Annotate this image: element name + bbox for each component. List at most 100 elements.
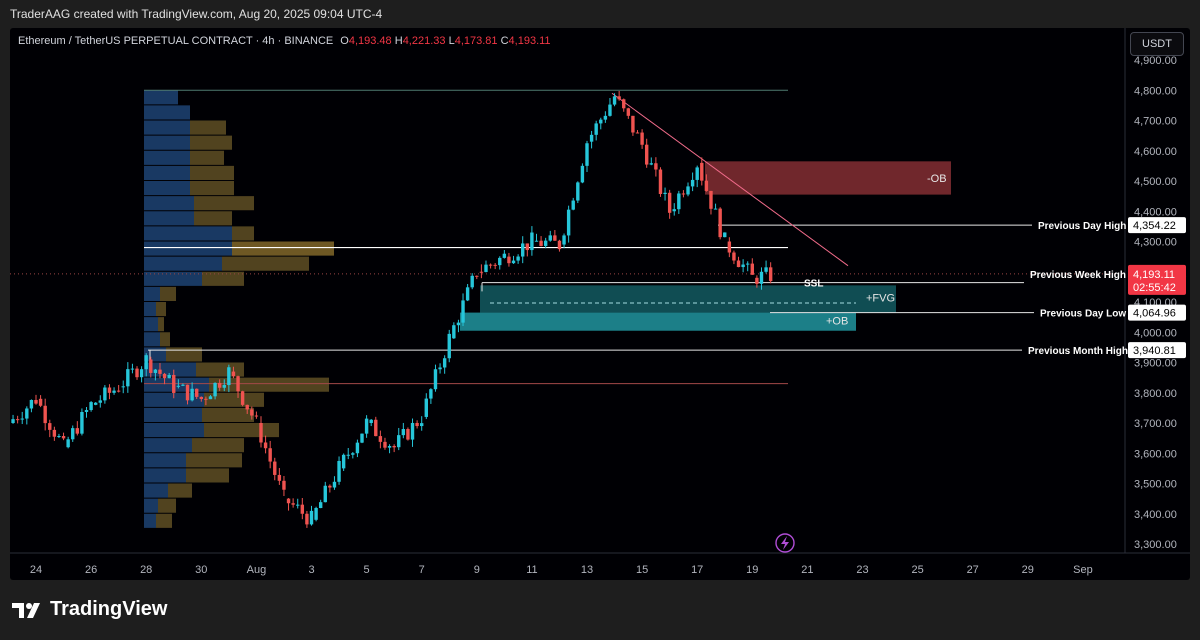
candle-body	[139, 369, 144, 378]
last-price-label: 4,193.11	[1133, 269, 1175, 281]
candle-body	[231, 371, 236, 377]
volume-profile-buy-bar	[144, 211, 194, 226]
price-tag-label: 4,064.96	[1133, 308, 1176, 320]
price-tag-bg	[1128, 304, 1186, 321]
candle-body	[498, 257, 502, 266]
level-label: Previous Week High	[1030, 270, 1126, 281]
candle-body	[479, 271, 484, 273]
candle-body	[273, 461, 277, 475]
candle-body	[318, 502, 323, 509]
candle-body	[713, 208, 718, 210]
candle-body	[470, 275, 474, 288]
volume-profile-sell-bar	[202, 407, 254, 422]
candle-body	[378, 436, 383, 442]
tradingview-logo-icon	[12, 602, 40, 618]
candle-body	[654, 163, 658, 170]
candle-body	[557, 240, 562, 250]
candle-body	[465, 287, 470, 301]
candle-body	[681, 193, 686, 195]
zone-label: +FVG	[866, 292, 895, 304]
candle-body	[291, 503, 295, 505]
candle-body	[649, 163, 653, 165]
credit-text: TraderAAG created with TradingView.com, …	[10, 7, 383, 21]
candle-body	[442, 358, 447, 368]
candle-body	[686, 186, 690, 195]
candle-body	[89, 402, 93, 411]
candle-body	[217, 382, 222, 388]
candle-body	[626, 108, 631, 116]
candle-body	[548, 235, 552, 241]
candle-body	[461, 300, 465, 323]
candle-body	[690, 179, 695, 187]
ohlc-values: O4,193.48 H4,221.33 L4,173.81 C4,193.11	[340, 35, 550, 47]
candle-body	[603, 115, 608, 120]
volume-profile-buy-bar	[144, 286, 160, 301]
candle-body	[48, 423, 52, 430]
candle-body	[121, 386, 125, 388]
volume-profile-sell-bar	[168, 483, 192, 498]
candle-body	[410, 422, 415, 440]
candle-body	[475, 275, 479, 277]
tradingview-logo[interactable]: TradingView	[12, 598, 167, 621]
currency-button[interactable]: USDT	[1130, 32, 1184, 56]
candle-body	[240, 391, 245, 405]
x-tick-label: 30	[195, 564, 207, 576]
candle-body	[355, 442, 360, 454]
level-label: Previous Month High	[1028, 346, 1128, 357]
candle-body	[553, 235, 557, 241]
y-tick-label: 4,400.00	[1134, 206, 1177, 218]
candle-body	[736, 260, 741, 268]
lightning-bolt-icon	[781, 536, 789, 550]
price-chart[interactable]: -OB +FVG +OB Previous Day High Previous Week…	[10, 28, 1190, 580]
candle-body	[181, 384, 185, 386]
candle-body	[571, 200, 575, 210]
price-tag-label: 3,940.81	[1133, 345, 1176, 357]
candle-body	[447, 333, 451, 359]
candle-body	[84, 410, 89, 412]
volume-profile-sell-bar	[186, 468, 229, 483]
volume-profile-sell-bar	[186, 453, 242, 468]
candle-body	[488, 264, 493, 266]
candle-body	[369, 419, 373, 423]
x-tick-label: 7	[419, 564, 425, 576]
candle-body	[383, 441, 387, 448]
candle-body	[158, 369, 162, 374]
candle-body	[135, 368, 139, 378]
volume-profile-sell-bar	[204, 392, 264, 407]
candle-body	[502, 253, 507, 258]
y-tick-label: 4,000.00	[1134, 327, 1177, 339]
candle-body	[199, 396, 203, 400]
candle-body	[631, 115, 635, 133]
candle-body	[66, 439, 70, 448]
candle-body	[34, 399, 38, 404]
candle-body	[750, 263, 754, 275]
y-tick-label: 4,900.00	[1134, 55, 1177, 67]
y-tick-label: 4,600.00	[1134, 146, 1177, 158]
volume-profile-buy-bar	[144, 513, 156, 528]
candle-body	[580, 165, 585, 183]
volume-profile-buy-bar	[144, 105, 190, 120]
candle-body	[438, 367, 442, 370]
candle-body	[493, 264, 497, 266]
open-value: 4,193.48	[348, 35, 392, 47]
volume-profile-sell-bar	[158, 317, 164, 332]
y-tick-label: 4,500.00	[1134, 176, 1177, 188]
candle-body	[746, 263, 750, 265]
candle-body	[332, 481, 337, 488]
chart-frame[interactable]: -OB +FVG +OB Previous Day High Previous Week…	[10, 28, 1190, 580]
candle-body	[52, 429, 57, 437]
volume-profile-sell-bar	[222, 256, 309, 271]
candle-body	[107, 387, 112, 393]
candle-body	[222, 385, 226, 388]
volume-profile-sell-bar	[202, 271, 244, 286]
x-tick-label: 25	[911, 564, 923, 576]
x-tick-label: 3	[308, 564, 314, 576]
volume-profile-buy-bar	[144, 302, 156, 317]
candle-body	[204, 398, 208, 400]
volume-profile-buy-bar	[144, 423, 204, 438]
x-tick-label: 23	[856, 564, 868, 576]
volume-profile-buy-bar	[144, 241, 232, 256]
candle-body	[309, 510, 314, 525]
volume-profile-sell-bar	[204, 423, 279, 438]
candle-body	[346, 454, 350, 456]
